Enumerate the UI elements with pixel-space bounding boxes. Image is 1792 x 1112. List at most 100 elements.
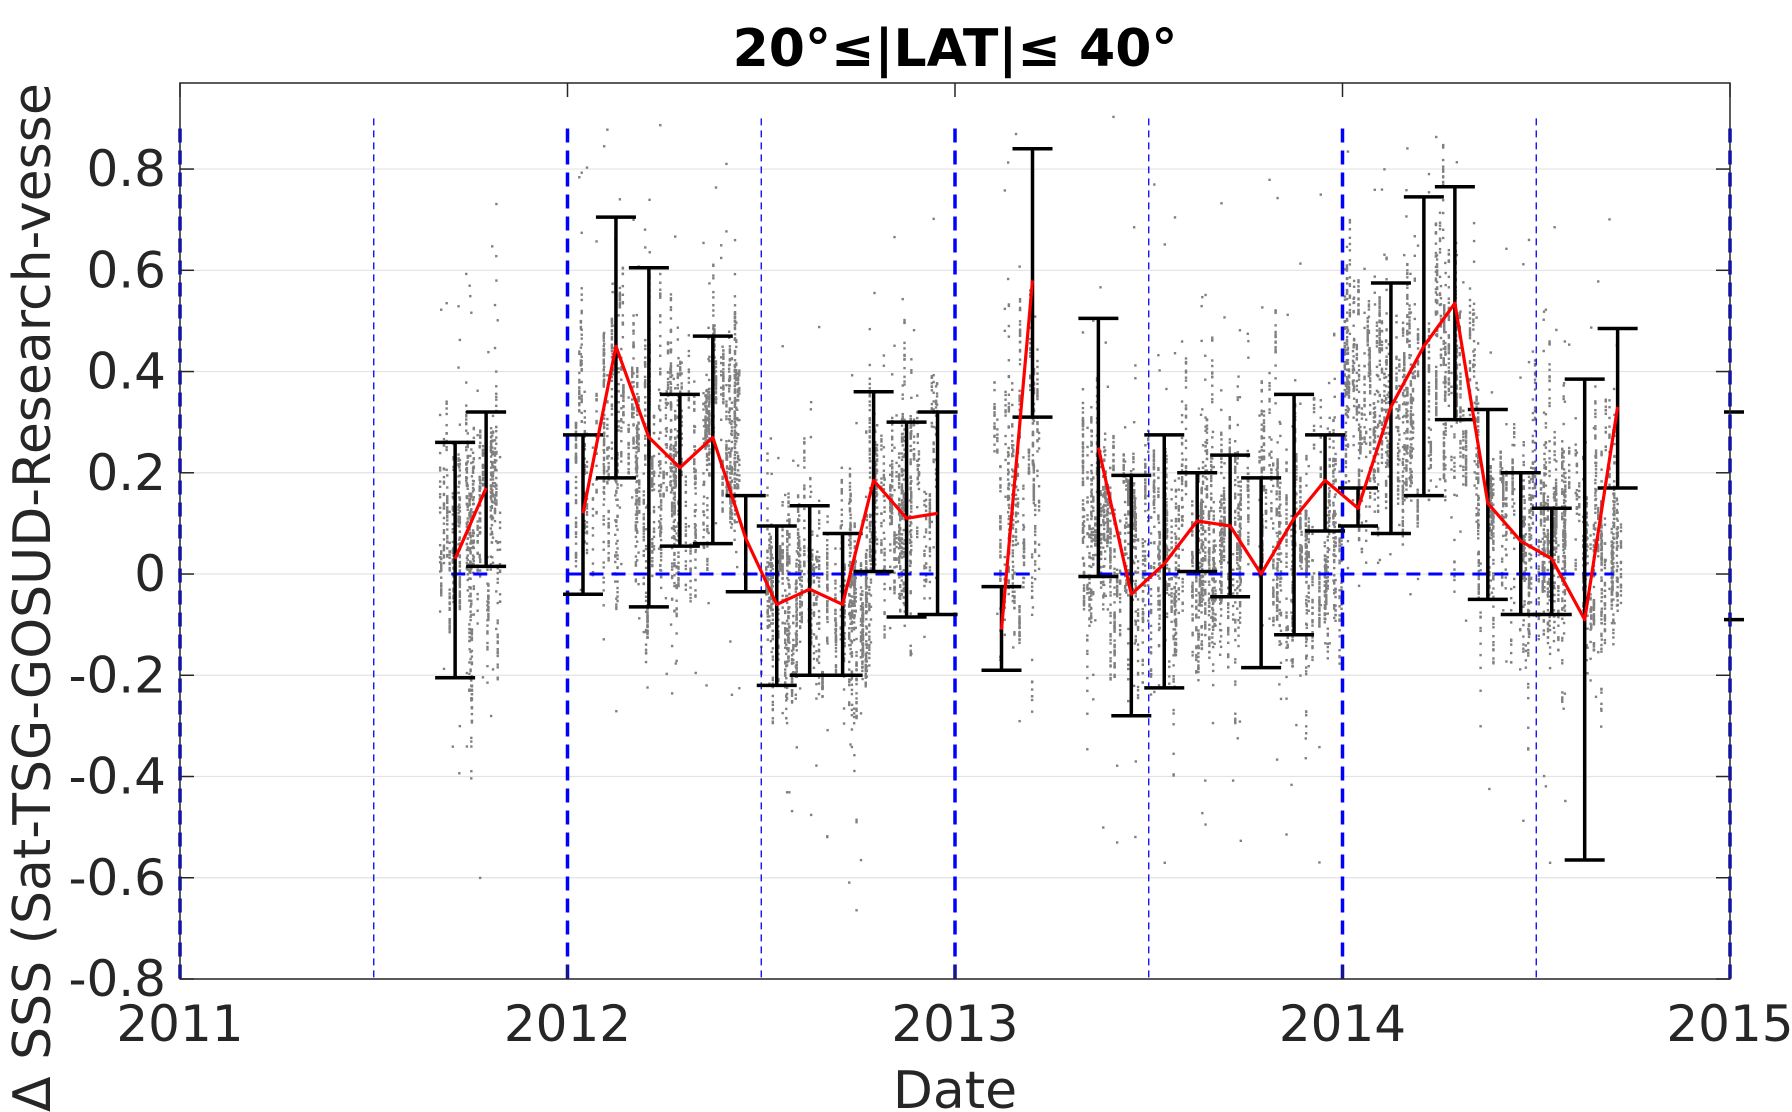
- scatter-point: [583, 416, 587, 419]
- scatter-point: [634, 513, 638, 516]
- scatter-point: [657, 460, 661, 463]
- scatter-point: [784, 629, 787, 632]
- scatter-point: [491, 495, 495, 498]
- scatter-point: [834, 646, 838, 650]
- scatter-point: [472, 427, 476, 431]
- scatter-point: [468, 492, 471, 495]
- scatter-point: [478, 531, 481, 535]
- scatter-point: [583, 431, 587, 435]
- scatter-point: [496, 651, 499, 655]
- scatter-point: [666, 371, 670, 374]
- scatter-point: [733, 467, 736, 471]
- scatter-point: [489, 441, 493, 444]
- scatter-point: [676, 399, 680, 402]
- scatter-point: [674, 484, 678, 488]
- scatter-point: [770, 583, 773, 587]
- scatter-point: [684, 549, 688, 553]
- scatter-point: [735, 451, 739, 454]
- scatter-point: [585, 471, 589, 474]
- scatter-point: [458, 565, 462, 568]
- scatter-point: [446, 495, 449, 498]
- scatter-point: [672, 455, 676, 458]
- scatter-point: [673, 513, 676, 516]
- scatter-point: [622, 396, 625, 399]
- scatter-point: [468, 547, 471, 550]
- scatter-point: [602, 379, 605, 383]
- scatter-point: [617, 420, 620, 423]
- scatter-point: [722, 384, 725, 387]
- scatter-point: [730, 440, 734, 444]
- scatter-point: [705, 439, 708, 442]
- scatter-point: [728, 421, 732, 424]
- scatter-point: [721, 489, 724, 493]
- scatter-point: [680, 473, 683, 477]
- scatter-point: [659, 517, 663, 521]
- scatter-point: [618, 294, 622, 297]
- scatter-point: [869, 563, 873, 566]
- scatter-point: [458, 601, 462, 605]
- scatter-point: [602, 503, 605, 506]
- scatter-point: [632, 446, 635, 450]
- scatter-point: [644, 444, 647, 447]
- scatter-point: [706, 560, 709, 563]
- scatter-point: [442, 437, 446, 441]
- scatter-point: [706, 524, 709, 528]
- scatter-point: [446, 537, 449, 540]
- scatter-point: [771, 637, 775, 641]
- scatter-point: [469, 562, 472, 565]
- scatter-point: [849, 605, 852, 608]
- scatter-point: [481, 454, 485, 457]
- scatter-point: [491, 439, 495, 443]
- scatter-point: [606, 446, 609, 450]
- scatter-point: [705, 407, 708, 410]
- scatter-point: [803, 572, 806, 576]
- scatter-point: [471, 470, 475, 474]
- scatter-point: [620, 562, 623, 566]
- scatter-point: [694, 536, 697, 540]
- scatter-point: [478, 876, 482, 880]
- scatter-point: [733, 450, 737, 454]
- scatter-point: [903, 428, 906, 431]
- scatter-point: [816, 622, 819, 625]
- scatter-point: [636, 370, 639, 374]
- scatter-point: [669, 386, 673, 389]
- scatter-point: [458, 506, 462, 509]
- scatter-point: [771, 700, 775, 704]
- scatter-point: [719, 386, 723, 389]
- scatter-point: [730, 407, 734, 410]
- scatter-point: [448, 620, 451, 623]
- scatter-point: [466, 520, 469, 523]
- scatter-point: [712, 304, 715, 307]
- scatter-point: [798, 561, 802, 564]
- scatter-point: [702, 513, 706, 517]
- scatter-point: [730, 449, 733, 452]
- scatter-point: [672, 377, 676, 381]
- scatter-point: [865, 535, 869, 539]
- scatter-point: [727, 330, 731, 333]
- scatter-point: [903, 347, 906, 350]
- scatter-point: [796, 509, 800, 513]
- scatter-point: [839, 614, 842, 618]
- scatter-point: [786, 530, 789, 534]
- scatter-point: [865, 577, 869, 580]
- scatter-point: [848, 600, 852, 603]
- scatter-point: [826, 615, 829, 619]
- scatter-point: [735, 436, 739, 440]
- scatter-point: [616, 566, 619, 569]
- scatter-point: [458, 569, 462, 572]
- scatter-point: [632, 440, 635, 443]
- scatter-point: [817, 609, 821, 613]
- scatter-point: [591, 562, 595, 565]
- scatter-point: [620, 452, 623, 455]
- scatter-point: [784, 610, 787, 613]
- scatter-point: [707, 411, 710, 414]
- scatter-point: [491, 245, 494, 248]
- scatter-point: [849, 528, 852, 532]
- scatter-point: [694, 468, 697, 472]
- scatter-point: [659, 281, 662, 284]
- scatter-point: [481, 466, 485, 470]
- scatter-point: [486, 630, 489, 633]
- scatter-point: [733, 389, 737, 392]
- scatter-point: [666, 402, 670, 405]
- scatter-point: [781, 621, 784, 625]
